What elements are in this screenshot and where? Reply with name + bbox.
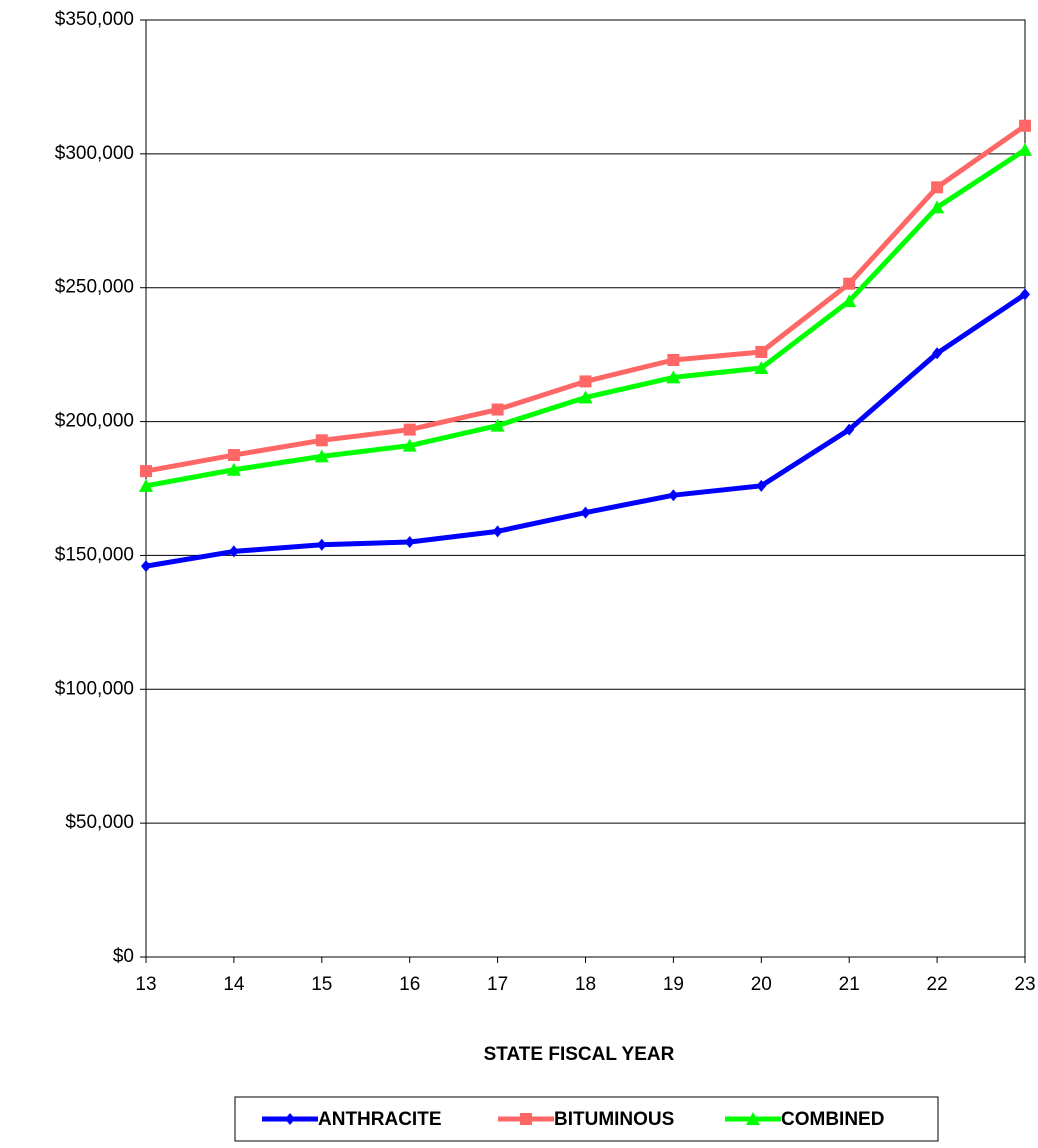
marker: [931, 181, 944, 194]
y-tick-label: $300,000: [55, 143, 134, 164]
marker: [1020, 288, 1030, 301]
series-line: [145, 123, 1027, 474]
legend-label: BITUMINOUS: [554, 1109, 674, 1130]
marker: [404, 536, 415, 549]
plot-frame: [145, 19, 1026, 958]
marker: [842, 294, 857, 308]
x-tick-label: 18: [575, 974, 596, 995]
marker: [844, 423, 855, 436]
marker: [754, 361, 769, 375]
marker: [315, 434, 328, 447]
x-tick-label: 13: [135, 974, 156, 995]
marker: [316, 538, 327, 551]
marker: [227, 449, 240, 462]
x-tick-label: 21: [839, 974, 860, 995]
marker: [756, 479, 767, 492]
marker: [402, 438, 417, 452]
marker: [1018, 142, 1032, 156]
marker: [141, 560, 151, 573]
marker: [285, 1113, 295, 1125]
x-tick-label: 19: [663, 974, 684, 995]
x-tick-label: 17: [487, 974, 508, 995]
marker: [492, 525, 503, 538]
marker: [843, 277, 856, 290]
marker: [314, 449, 329, 463]
x-tick-label: 23: [1014, 974, 1035, 995]
marker: [226, 462, 241, 476]
marker: [932, 347, 943, 360]
legend-label: COMBINED: [781, 1109, 884, 1130]
y-tick-label: $350,000: [55, 9, 134, 30]
x-tick-label: 20: [751, 974, 772, 995]
y-tick-label: $150,000: [55, 544, 134, 565]
marker: [403, 423, 416, 436]
marker: [490, 418, 505, 432]
x-axis-label: STATE FISCAL YEAR: [484, 1044, 675, 1065]
marker: [580, 506, 591, 519]
x-tick-label: 14: [223, 974, 245, 995]
marker: [140, 465, 152, 478]
y-tick-label: $50,000: [65, 812, 134, 833]
y-tick-label: $0: [113, 946, 134, 967]
y-tick-label: $250,000: [55, 277, 134, 298]
marker: [930, 200, 945, 214]
marker: [491, 403, 504, 416]
series-line: [145, 292, 1027, 569]
marker: [746, 1112, 760, 1125]
y-tick-label: $200,000: [55, 411, 134, 432]
marker: [755, 345, 768, 358]
marker: [228, 545, 239, 558]
x-tick-label: 22: [927, 974, 948, 995]
marker: [579, 375, 592, 388]
marker: [668, 489, 679, 502]
legend-box: [234, 1096, 939, 1142]
series-line: [145, 147, 1027, 489]
marker: [667, 353, 680, 366]
marker: [139, 478, 153, 492]
marker: [578, 390, 593, 404]
x-tick-label: 15: [311, 974, 332, 995]
legend: ANTHRACITE BITUMINOUS COMBINED: [234, 1096, 939, 1142]
legend-label: ANTHRACITE: [318, 1109, 442, 1130]
marker: [1019, 119, 1031, 132]
marker: [520, 1113, 532, 1125]
x-tick-label: 16: [399, 974, 420, 995]
marker: [666, 370, 681, 384]
y-tick-label: $100,000: [55, 678, 134, 699]
